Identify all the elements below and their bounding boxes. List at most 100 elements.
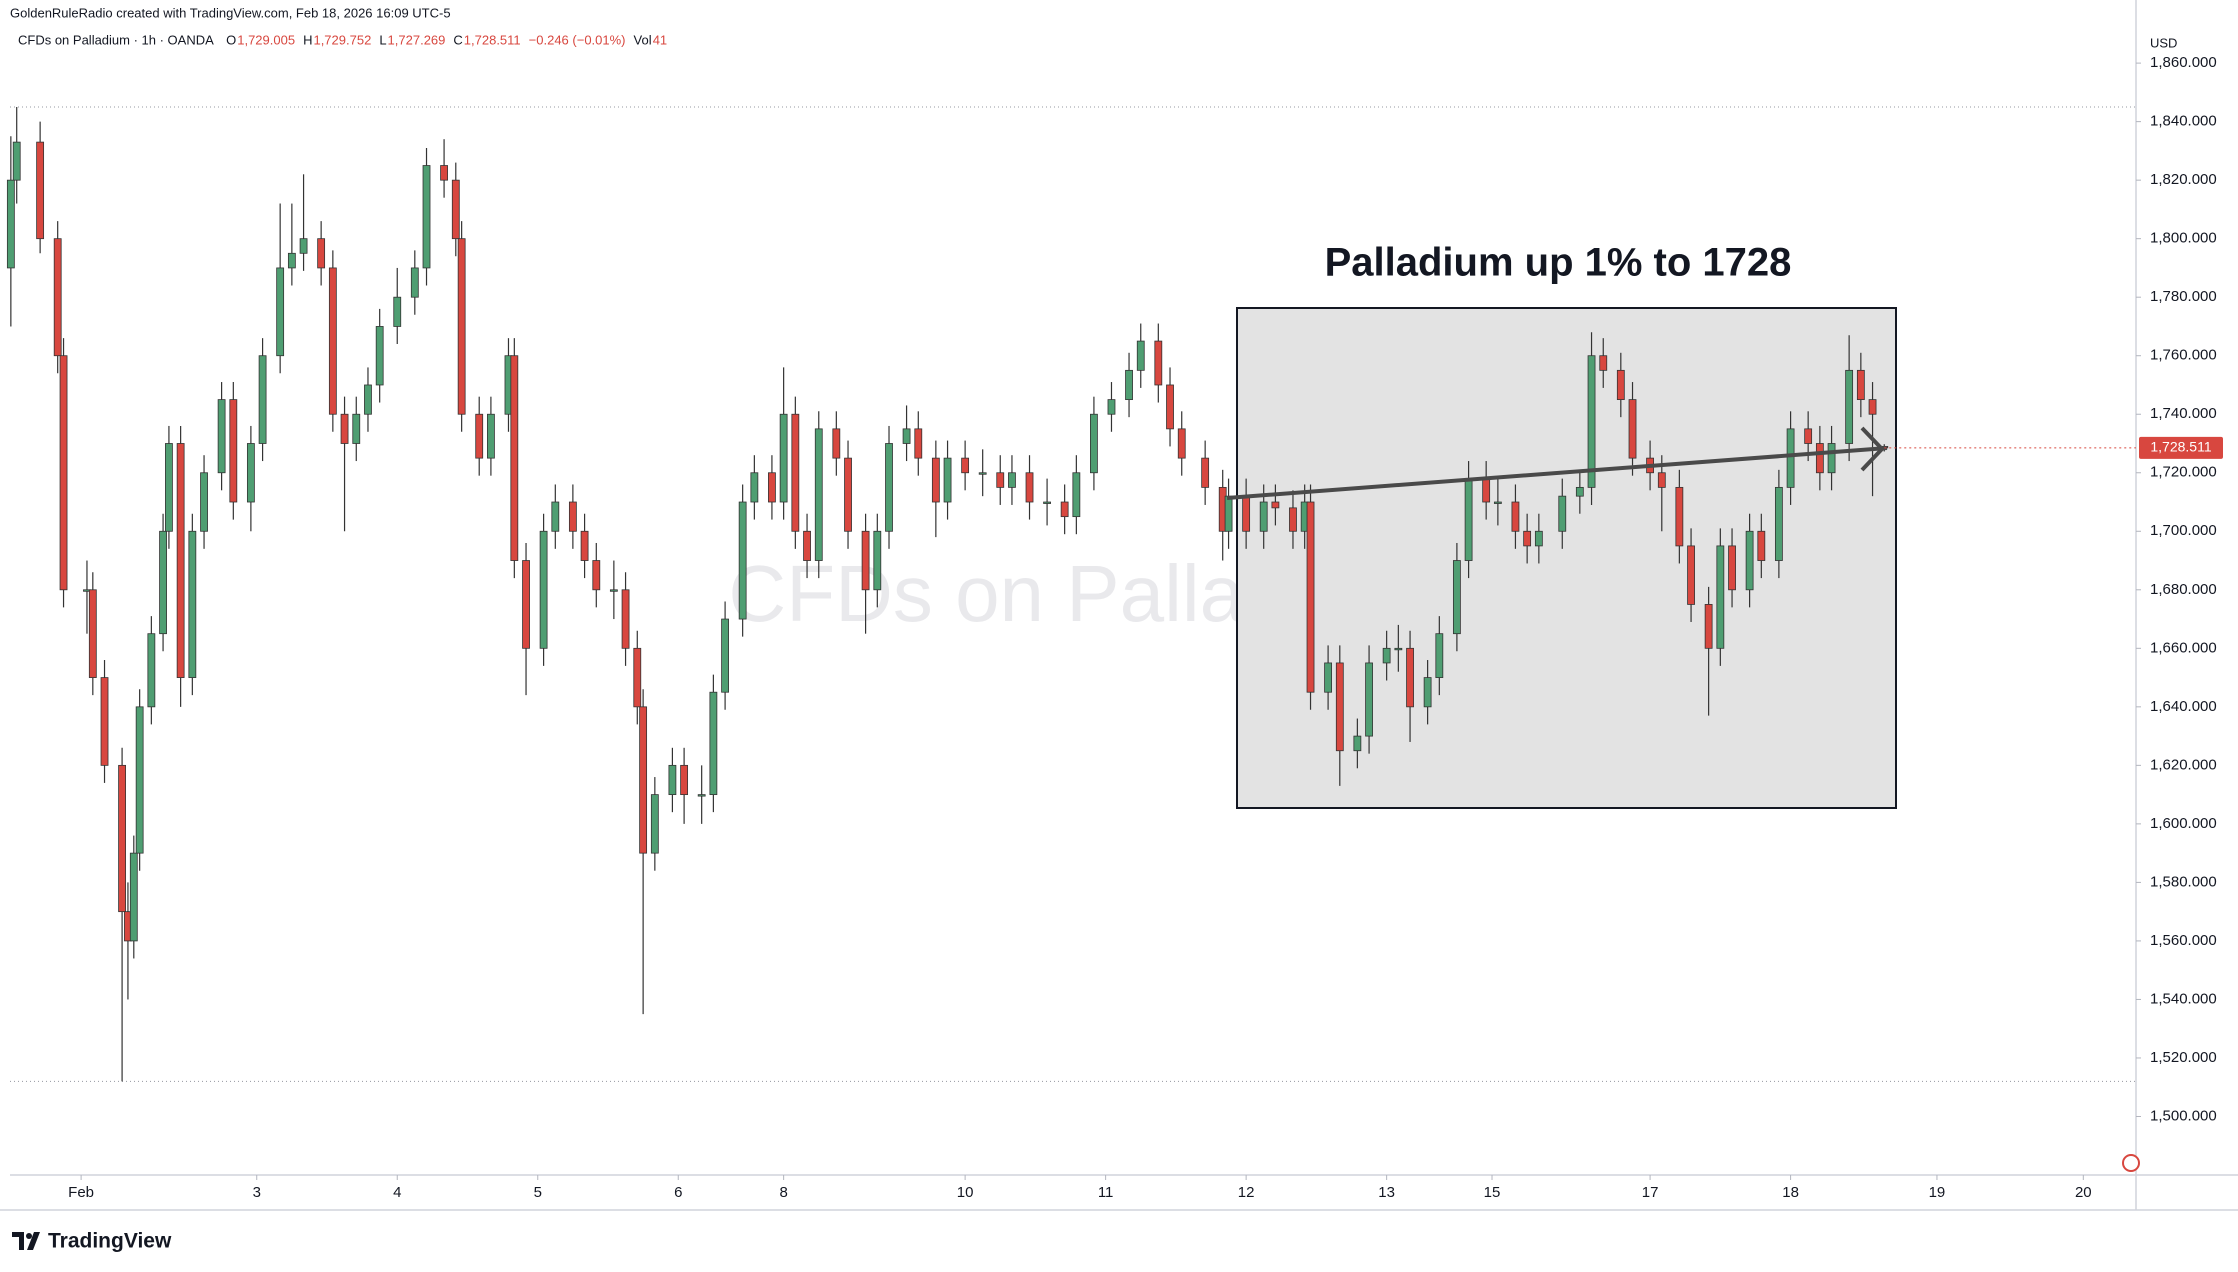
candle-body — [1025, 472, 1034, 503]
candle-body — [1845, 369, 1854, 444]
candle-body — [364, 384, 372, 415]
x-tick-label: 19 — [1929, 1184, 1946, 1201]
candle-body — [633, 647, 642, 708]
candle-body — [768, 472, 776, 503]
candle-body — [738, 501, 747, 620]
candle-body — [902, 428, 911, 444]
candle-body — [100, 677, 109, 766]
candle-body — [188, 530, 197, 678]
candle-body — [53, 238, 62, 357]
y-tick-label: 1,520.000 — [2150, 1049, 2217, 1066]
y-tick-label: 1,860.000 — [2150, 54, 2217, 71]
y-tick-label: 1,820.000 — [2150, 171, 2217, 188]
candle-body — [1511, 501, 1520, 532]
candle-body — [1394, 647, 1403, 651]
legend-item: 1,727.269 — [388, 32, 446, 47]
candle-body — [1628, 399, 1637, 459]
candle-body — [791, 413, 800, 532]
candle-body — [1868, 399, 1877, 415]
x-tick-label: 3 — [253, 1184, 261, 1201]
candle-body — [844, 457, 852, 532]
symbol: CFDs on Palladium · 1h · OANDA — [18, 32, 214, 47]
y-tick-label: 1,540.000 — [2150, 990, 2217, 1007]
candle-body — [1482, 478, 1491, 503]
candle-body — [1757, 530, 1766, 561]
candle-body — [1657, 472, 1666, 488]
candle-body — [475, 413, 484, 459]
candle-body — [1786, 428, 1795, 488]
candle-body — [1464, 478, 1473, 561]
candle-body — [200, 472, 208, 532]
candle-body — [539, 530, 548, 649]
candle-body — [1090, 413, 1098, 474]
candle-body — [59, 355, 68, 591]
candle-body — [709, 691, 718, 796]
y-tick-label: 1,580.000 — [2150, 873, 2217, 890]
candle-body — [510, 355, 519, 561]
candle-body — [1353, 735, 1362, 752]
candle-body — [159, 530, 167, 635]
y-tick-label: 1,680.000 — [2150, 581, 2217, 598]
y-tick-label: 1,500.000 — [2150, 1107, 2217, 1124]
candle-body — [287, 252, 296, 269]
candle-body — [1575, 486, 1584, 497]
candle-body — [961, 457, 970, 474]
trend-line — [1226, 446, 1888, 500]
candle-body — [1043, 501, 1051, 504]
candle-body — [1728, 545, 1736, 591]
price-label-box — [2139, 436, 2223, 459]
candle-body — [457, 238, 466, 415]
candle-body — [176, 443, 185, 678]
y-tick-label: 1,700.000 — [2150, 522, 2217, 539]
candle-body — [135, 706, 144, 854]
x-tick-label: 18 — [1782, 1184, 1799, 1201]
candle-body — [592, 560, 601, 591]
x-tick-label: 8 — [779, 1184, 787, 1201]
candle-body — [697, 794, 706, 797]
candle-body — [487, 413, 495, 459]
legend-item: 41 — [653, 32, 667, 47]
candle-body — [861, 530, 870, 591]
candle-body — [522, 560, 530, 649]
x-tick-label: 6 — [674, 1184, 682, 1201]
legend-item: 1,728.511 — [464, 32, 521, 47]
candle-body — [1435, 633, 1444, 678]
brand-icon-dot — [26, 1233, 32, 1239]
alert-icon[interactable] — [2122, 1154, 2140, 1172]
y-tick-label: 1,760.000 — [2150, 347, 2217, 364]
candle-body — [650, 794, 659, 854]
candle-body — [451, 179, 460, 240]
candle-body — [1827, 443, 1836, 474]
trend-arrow — [1860, 426, 1885, 472]
candles — [6, 106, 2136, 1082]
credit: GoldenRuleRadio created with TradingView… — [10, 5, 451, 20]
candle-body — [1599, 355, 1608, 371]
candle-body — [1493, 501, 1502, 504]
candle-body — [1815, 443, 1824, 474]
candle-body — [978, 472, 987, 475]
candle-body — [1856, 369, 1865, 401]
candle-body — [832, 428, 841, 459]
candle-body — [885, 443, 893, 532]
candle-body — [943, 457, 952, 503]
x-tick-label: 20 — [2075, 1184, 2092, 1201]
candle-body — [1423, 677, 1432, 708]
candle-body — [1687, 545, 1695, 605]
candle-body — [1201, 457, 1210, 488]
candle-body — [217, 399, 226, 474]
y-tick-label: 1,720.000 — [2150, 464, 2217, 481]
y-tick-label: 1,660.000 — [2150, 639, 2217, 656]
candle-body — [668, 764, 677, 796]
currency: USD — [2150, 35, 2177, 50]
candle-body — [1558, 495, 1567, 532]
candle-body — [1060, 501, 1069, 518]
candle-body — [229, 399, 238, 503]
candle-body — [551, 501, 560, 532]
candle-body — [1774, 486, 1783, 561]
x-tick-label: 17 — [1642, 1184, 1659, 1201]
candle-body — [1534, 530, 1543, 547]
annotation-title: Palladium up 1% to 1728 — [1325, 241, 1792, 285]
legend-item: L — [379, 32, 386, 47]
candle-body — [814, 428, 823, 561]
